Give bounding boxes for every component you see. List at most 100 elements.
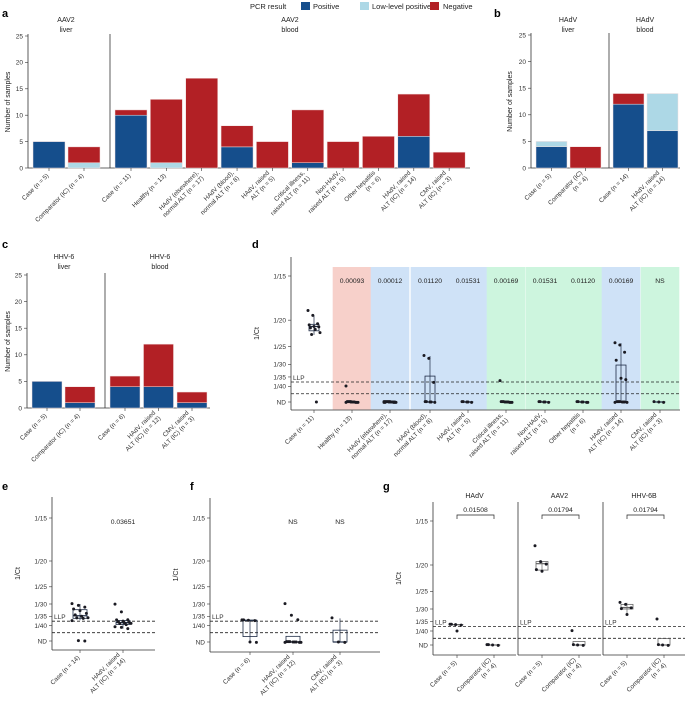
data-point (570, 629, 574, 633)
facet-title: blood (281, 27, 298, 34)
p-value-label: 0.03651 (111, 519, 136, 526)
p-value-label: 0.00169 (494, 278, 519, 285)
y-tick-label: ND (277, 399, 287, 406)
facet-title: liver (60, 27, 74, 34)
data-point (308, 326, 312, 330)
data-point (506, 400, 510, 404)
y-axis-label: 1/Ct (396, 572, 403, 585)
facet-title: HAdV (465, 493, 484, 500)
x-tick-label: Case (n = 5) (21, 172, 51, 202)
bar-segment-positive (64, 402, 96, 409)
bar-segment-negative (397, 93, 431, 137)
data-point (619, 376, 623, 380)
y-tick-label: 0 (522, 165, 526, 172)
data-point (576, 643, 580, 647)
data-point (76, 639, 80, 643)
data-point (533, 544, 537, 548)
data-point (586, 400, 590, 404)
data-point (429, 400, 433, 404)
x-tick-label: Case (n = 14) (49, 654, 81, 686)
group-background-band (563, 267, 603, 410)
panel-label: f (190, 481, 194, 493)
data-point (307, 323, 311, 327)
data-point (310, 332, 314, 336)
data-point (73, 613, 77, 617)
data-point (344, 400, 348, 404)
llp-label: LLP (435, 620, 447, 627)
bar-segment-positive (32, 141, 66, 169)
data-point (72, 607, 76, 611)
data-point (242, 618, 246, 622)
bar-segment-negative (256, 141, 289, 169)
p-value-label: 0.01120 (571, 278, 595, 285)
y-axis-label: 1/Ct (254, 327, 261, 340)
bar-segment-positive (220, 146, 254, 169)
panel-label: b (494, 8, 501, 20)
y-tick-label: 5 (18, 379, 22, 386)
data-point (84, 611, 88, 615)
p-value-label: 0.01531 (533, 278, 558, 285)
bar-segment-negative (67, 146, 101, 163)
p-value-label: 0.00169 (609, 278, 634, 285)
x-tick-label: Case (n = 11) (284, 414, 316, 446)
bar-segment-negative (362, 136, 395, 169)
data-point (624, 602, 628, 606)
y-tick-label: 1/20 (273, 317, 286, 324)
x-tick-label: Case (n = 6) (222, 656, 252, 686)
bar-segment-negative (291, 109, 324, 163)
y-tick-label: 1/40 (415, 628, 428, 635)
llp-label: LLP (54, 614, 66, 621)
panel-c: c Number of samples 0 5 10 15 20 25 HHV-6 liver Ca… (2, 239, 210, 464)
data-point (449, 622, 453, 626)
y-tick-label: 1/40 (192, 623, 205, 630)
bar-segment-positive (31, 381, 63, 409)
data-point (655, 617, 659, 621)
data-point (459, 623, 463, 627)
data-point (461, 400, 465, 404)
y-tick-label: 1/25 (415, 589, 428, 596)
bar-segment-low-level-positive (67, 162, 101, 169)
legend-label-positive: Positive (313, 2, 339, 11)
y-axis-label: 1/Ct (15, 567, 22, 580)
y-tick-label: 1/25 (273, 344, 286, 351)
data-point (253, 619, 257, 623)
y-tick-label: 0 (18, 405, 22, 412)
legend-label-negative: Negative (443, 2, 473, 11)
data-point (317, 325, 321, 329)
panel-label: g (383, 481, 390, 493)
significance-bracket (456, 514, 495, 519)
y-axis-label: 1/Ct (173, 569, 180, 582)
data-point (254, 640, 258, 644)
y-tick-label: 1/30 (415, 606, 428, 613)
group-background-band (448, 267, 488, 410)
bar-segment-negative (64, 386, 96, 403)
data-point (83, 605, 87, 609)
y-tick-label: 1/15 (415, 518, 428, 525)
data-point (618, 400, 622, 404)
y-tick-label: 1/15 (34, 515, 47, 522)
data-point (126, 627, 130, 631)
data-point (624, 378, 628, 382)
bar-segment-low-level-positive (150, 162, 183, 169)
x-tick-label: Case (n = 5) (523, 172, 553, 202)
data-point (70, 602, 74, 606)
y-tick-label: 20 (16, 60, 24, 67)
bar-segment-positive (646, 130, 679, 169)
y-tick-label: 1/35 (34, 614, 47, 621)
panel-g: g 1/Ct 1/15 1/20 1/25 1/30 1/35 1/40 ND LLP HAdV 0.… (383, 481, 685, 694)
data-point (356, 400, 360, 404)
group-background-band (525, 267, 565, 410)
bar-segment-negative (612, 93, 645, 105)
data-point (119, 610, 123, 614)
bar-segment-negative (114, 109, 148, 116)
data-point (571, 643, 575, 647)
y-tick-label: 1/40 (273, 384, 286, 391)
y-tick-label: 0 (19, 165, 23, 172)
data-point (491, 643, 495, 647)
y-tick-label: 1/25 (192, 584, 205, 591)
data-point (113, 625, 117, 629)
legend: PCR result Positive Low-level positive N… (250, 2, 473, 11)
data-point (623, 350, 627, 354)
data-point (349, 400, 353, 404)
